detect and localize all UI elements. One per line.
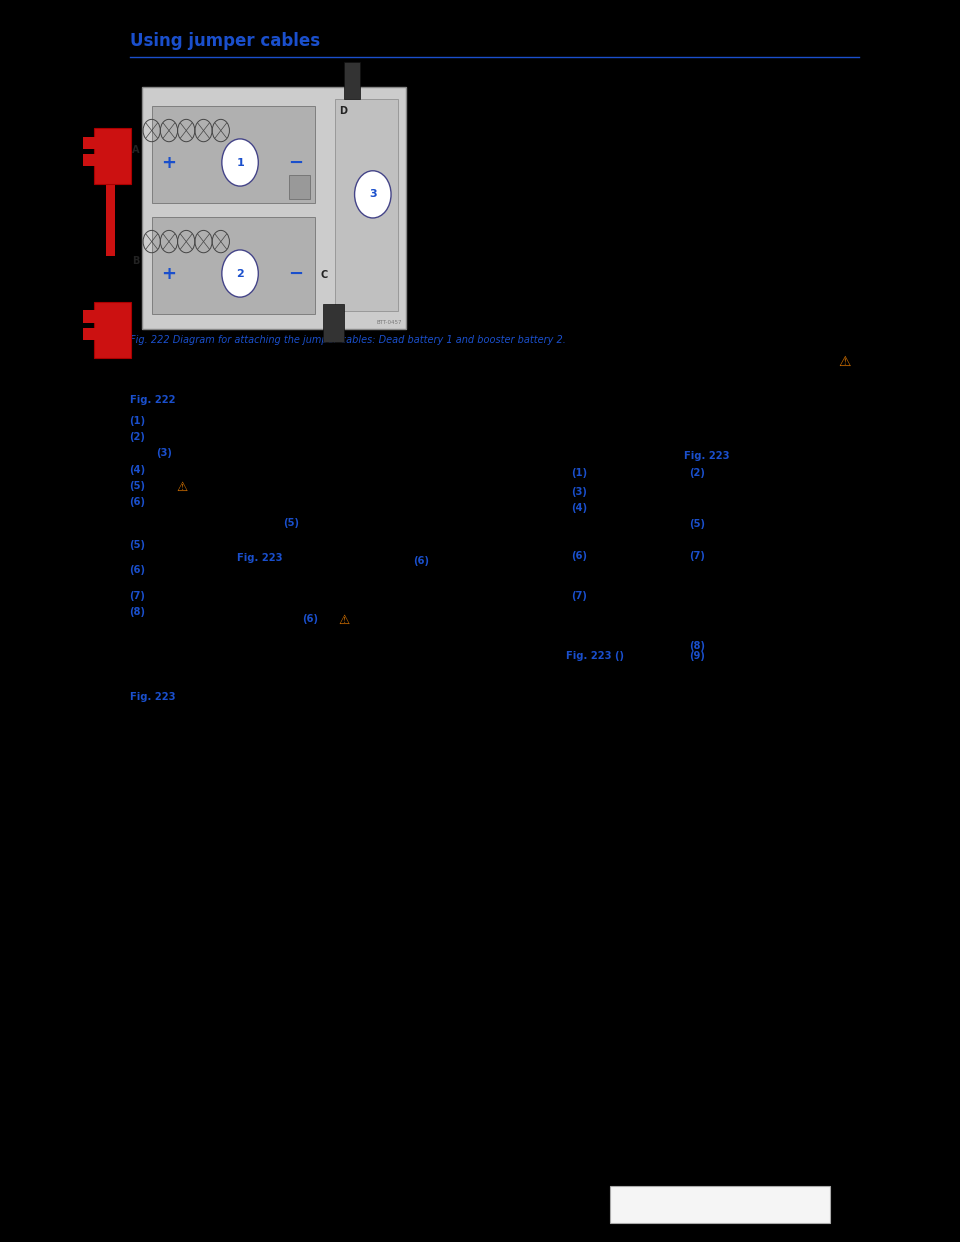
Text: C: C bbox=[321, 271, 327, 281]
Text: Fig. 223: Fig. 223 bbox=[237, 553, 282, 563]
Text: (3): (3) bbox=[571, 487, 588, 497]
Bar bbox=[610, 1186, 830, 1223]
Text: Fig. 222 Diagram for attaching the jumper cables: Dead battery 1 and booster bat: Fig. 222 Diagram for attaching the jumpe… bbox=[130, 335, 565, 345]
Text: −: − bbox=[288, 265, 303, 282]
Text: A: A bbox=[132, 145, 139, 155]
Text: Using jumper cables: Using jumper cables bbox=[130, 32, 320, 50]
Text: (5): (5) bbox=[130, 481, 146, 491]
Text: (2): (2) bbox=[130, 432, 146, 442]
Text: ⚠: ⚠ bbox=[338, 614, 349, 626]
Text: Fig. 222: Fig. 222 bbox=[130, 395, 175, 405]
Text: (7): (7) bbox=[130, 591, 146, 601]
Text: (8): (8) bbox=[130, 607, 146, 617]
Text: (1): (1) bbox=[130, 416, 146, 426]
Bar bbox=[94, 302, 131, 358]
Bar bbox=[323, 304, 345, 342]
Text: BTT-0457: BTT-0457 bbox=[376, 320, 402, 325]
Text: carmanualsonline.info: carmanualsonline.info bbox=[658, 1203, 782, 1213]
Circle shape bbox=[222, 139, 258, 186]
Circle shape bbox=[222, 250, 258, 297]
Text: ⚠: ⚠ bbox=[838, 355, 852, 369]
Text: 1: 1 bbox=[236, 158, 244, 168]
Bar bbox=[335, 99, 398, 310]
Text: (6): (6) bbox=[571, 551, 588, 561]
Text: −: − bbox=[288, 154, 303, 171]
Text: (5): (5) bbox=[689, 519, 706, 529]
Text: (6): (6) bbox=[130, 497, 146, 507]
Text: (8): (8) bbox=[689, 641, 706, 651]
Bar bbox=[345, 62, 360, 99]
Text: 2: 2 bbox=[236, 268, 244, 278]
Text: D: D bbox=[339, 106, 347, 116]
Text: Fig. 223: Fig. 223 bbox=[130, 692, 175, 702]
Bar bbox=[83, 154, 96, 166]
Bar bbox=[152, 107, 315, 204]
Circle shape bbox=[354, 171, 391, 219]
Text: +: + bbox=[161, 265, 177, 282]
Text: ⚠: ⚠ bbox=[177, 481, 188, 493]
Text: (9): (9) bbox=[689, 651, 706, 661]
Text: (2): (2) bbox=[689, 468, 706, 478]
Text: (4): (4) bbox=[130, 465, 146, 474]
Text: (6): (6) bbox=[130, 565, 146, 575]
Bar bbox=[152, 217, 315, 314]
Text: (6): (6) bbox=[413, 556, 429, 566]
Text: (1): (1) bbox=[571, 468, 588, 478]
Text: (7): (7) bbox=[571, 591, 588, 601]
Text: (4): (4) bbox=[571, 503, 588, 513]
Bar bbox=[83, 137, 96, 149]
Bar bbox=[289, 175, 310, 200]
Text: Fig. 223: Fig. 223 bbox=[684, 451, 730, 461]
Text: B: B bbox=[132, 256, 139, 266]
Text: (6): (6) bbox=[302, 614, 319, 623]
Bar bbox=[83, 310, 96, 323]
Bar bbox=[106, 150, 115, 256]
Text: 3: 3 bbox=[369, 189, 376, 200]
Text: (5): (5) bbox=[130, 540, 146, 550]
Text: Fig. 223 (): Fig. 223 () bbox=[566, 651, 624, 661]
Bar bbox=[83, 328, 96, 340]
Bar bbox=[94, 128, 131, 184]
Text: +: + bbox=[161, 154, 177, 171]
Bar bbox=[142, 87, 406, 329]
Text: (3): (3) bbox=[156, 448, 173, 458]
Text: (7): (7) bbox=[689, 551, 706, 561]
Text: (5): (5) bbox=[283, 518, 300, 528]
